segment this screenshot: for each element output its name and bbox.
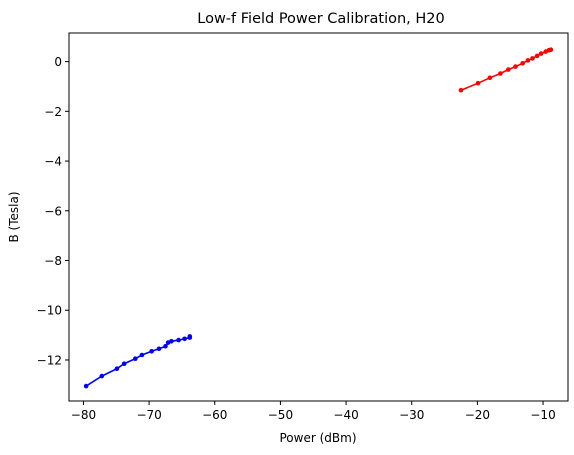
y-tick-label: −2 [44, 105, 62, 119]
y-tick-label: −4 [44, 155, 62, 169]
series-2-point [487, 75, 493, 81]
series-1-point [187, 334, 193, 339]
series-2-point [520, 61, 525, 66]
x-tick-label: −80 [71, 408, 96, 422]
series-2-point [525, 58, 531, 63]
series-1-point [99, 373, 105, 379]
series-1-point [133, 356, 138, 362]
series-1-point [176, 337, 181, 343]
x-axis: −80 −70 −60 −50 −40 −30 −20 −10 [71, 401, 556, 422]
y-tick-label: −6 [44, 204, 62, 218]
x-tick-label: −10 [530, 408, 555, 422]
series-1-point [121, 361, 127, 367]
series-1-line [85, 336, 191, 387]
series-2-point [458, 87, 464, 93]
series-2-point [530, 56, 535, 61]
plot-area: −80 −70 −60 −50 −40 −30 −20 −10 −12−10−8−6−4−20 [37, 32, 569, 422]
series-2-point [548, 47, 554, 52]
series-1-point [139, 352, 145, 358]
x-tick-label: −50 [268, 408, 293, 422]
series-2-point [506, 67, 511, 72]
chart-title: Low-f Field Power Calibration, H20 [197, 11, 445, 27]
x-tick-label: −70 [136, 408, 161, 422]
series-1-point [156, 346, 162, 352]
series-1-point [163, 344, 168, 349]
x-tick-label: −40 [333, 408, 358, 422]
series-1-point [149, 349, 154, 354]
series-1-point [169, 339, 174, 344]
series-2-point [513, 64, 518, 69]
series-2-point [538, 51, 544, 56]
y-tick-label: −10 [37, 304, 62, 318]
series-2-point [475, 80, 481, 86]
series-1-point [83, 383, 89, 389]
series-2-point [534, 53, 540, 59]
series-1-point [114, 366, 120, 372]
x-tick-label: −20 [465, 408, 490, 422]
series-2-point [498, 71, 503, 76]
y-tick-label: 0 [54, 55, 62, 69]
y-axis: −12 −10 −8 −6 −4 −2 0 [37, 55, 69, 367]
series-layer [83, 47, 554, 389]
y-tick-label: −8 [44, 254, 62, 268]
series-1-point [182, 336, 187, 342]
y-tick-label: −12 [37, 353, 62, 367]
x-tick-label: −60 [202, 408, 227, 422]
y-axis-label: B (Tesla) [7, 191, 21, 242]
plot-frame [68, 32, 569, 402]
x-axis-label: Power (dBm) [280, 431, 357, 445]
x-tick-label: −30 [399, 408, 424, 422]
